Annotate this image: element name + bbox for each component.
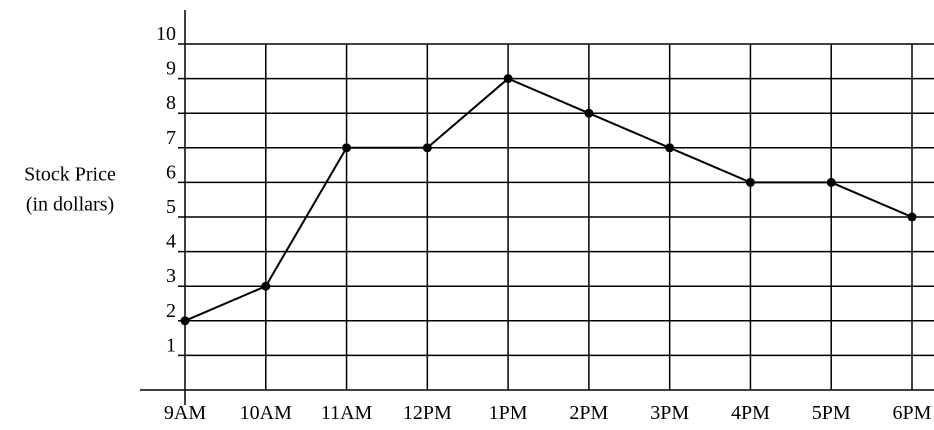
y-tick-label: 4 [166, 231, 176, 253]
y-tick-label: 2 [166, 300, 176, 322]
point [422, 143, 432, 153]
x-tick-label: 2PM [569, 402, 608, 424]
y-tick-label: 1 [166, 334, 176, 356]
point [826, 177, 836, 187]
point [665, 143, 675, 153]
x-tick-label: 5PM [812, 402, 851, 424]
point [907, 212, 917, 222]
point [584, 108, 594, 118]
y-tick-label: 3 [166, 265, 176, 287]
x-tick-label: 11AM [321, 402, 373, 424]
y-axis-label: Stock Price [24, 164, 116, 186]
point [342, 143, 352, 153]
x-tick-label: 3PM [650, 402, 689, 424]
x-tick-label: 10AM [240, 402, 292, 424]
y-tick-label: 8 [166, 92, 176, 114]
x-tick-label: 12PM [403, 402, 452, 424]
y-tick-label: 6 [166, 161, 176, 183]
x-tick-label: 1PM [489, 402, 528, 424]
point [745, 177, 755, 187]
x-tick-label: 6PM [893, 402, 932, 424]
point [503, 74, 513, 84]
y-tick-label: 9 [166, 58, 176, 80]
y-axis-label: (in dollars) [26, 194, 114, 216]
point [261, 281, 271, 291]
line [184, 77, 913, 322]
x-tick-label: 9AM [164, 402, 206, 424]
y-tick-label: 5 [166, 196, 176, 218]
y-tick-label: 10 [156, 23, 176, 45]
point [180, 316, 190, 326]
x-tick-label: 4PM [731, 402, 770, 424]
y-tick-label: 7 [166, 127, 176, 149]
